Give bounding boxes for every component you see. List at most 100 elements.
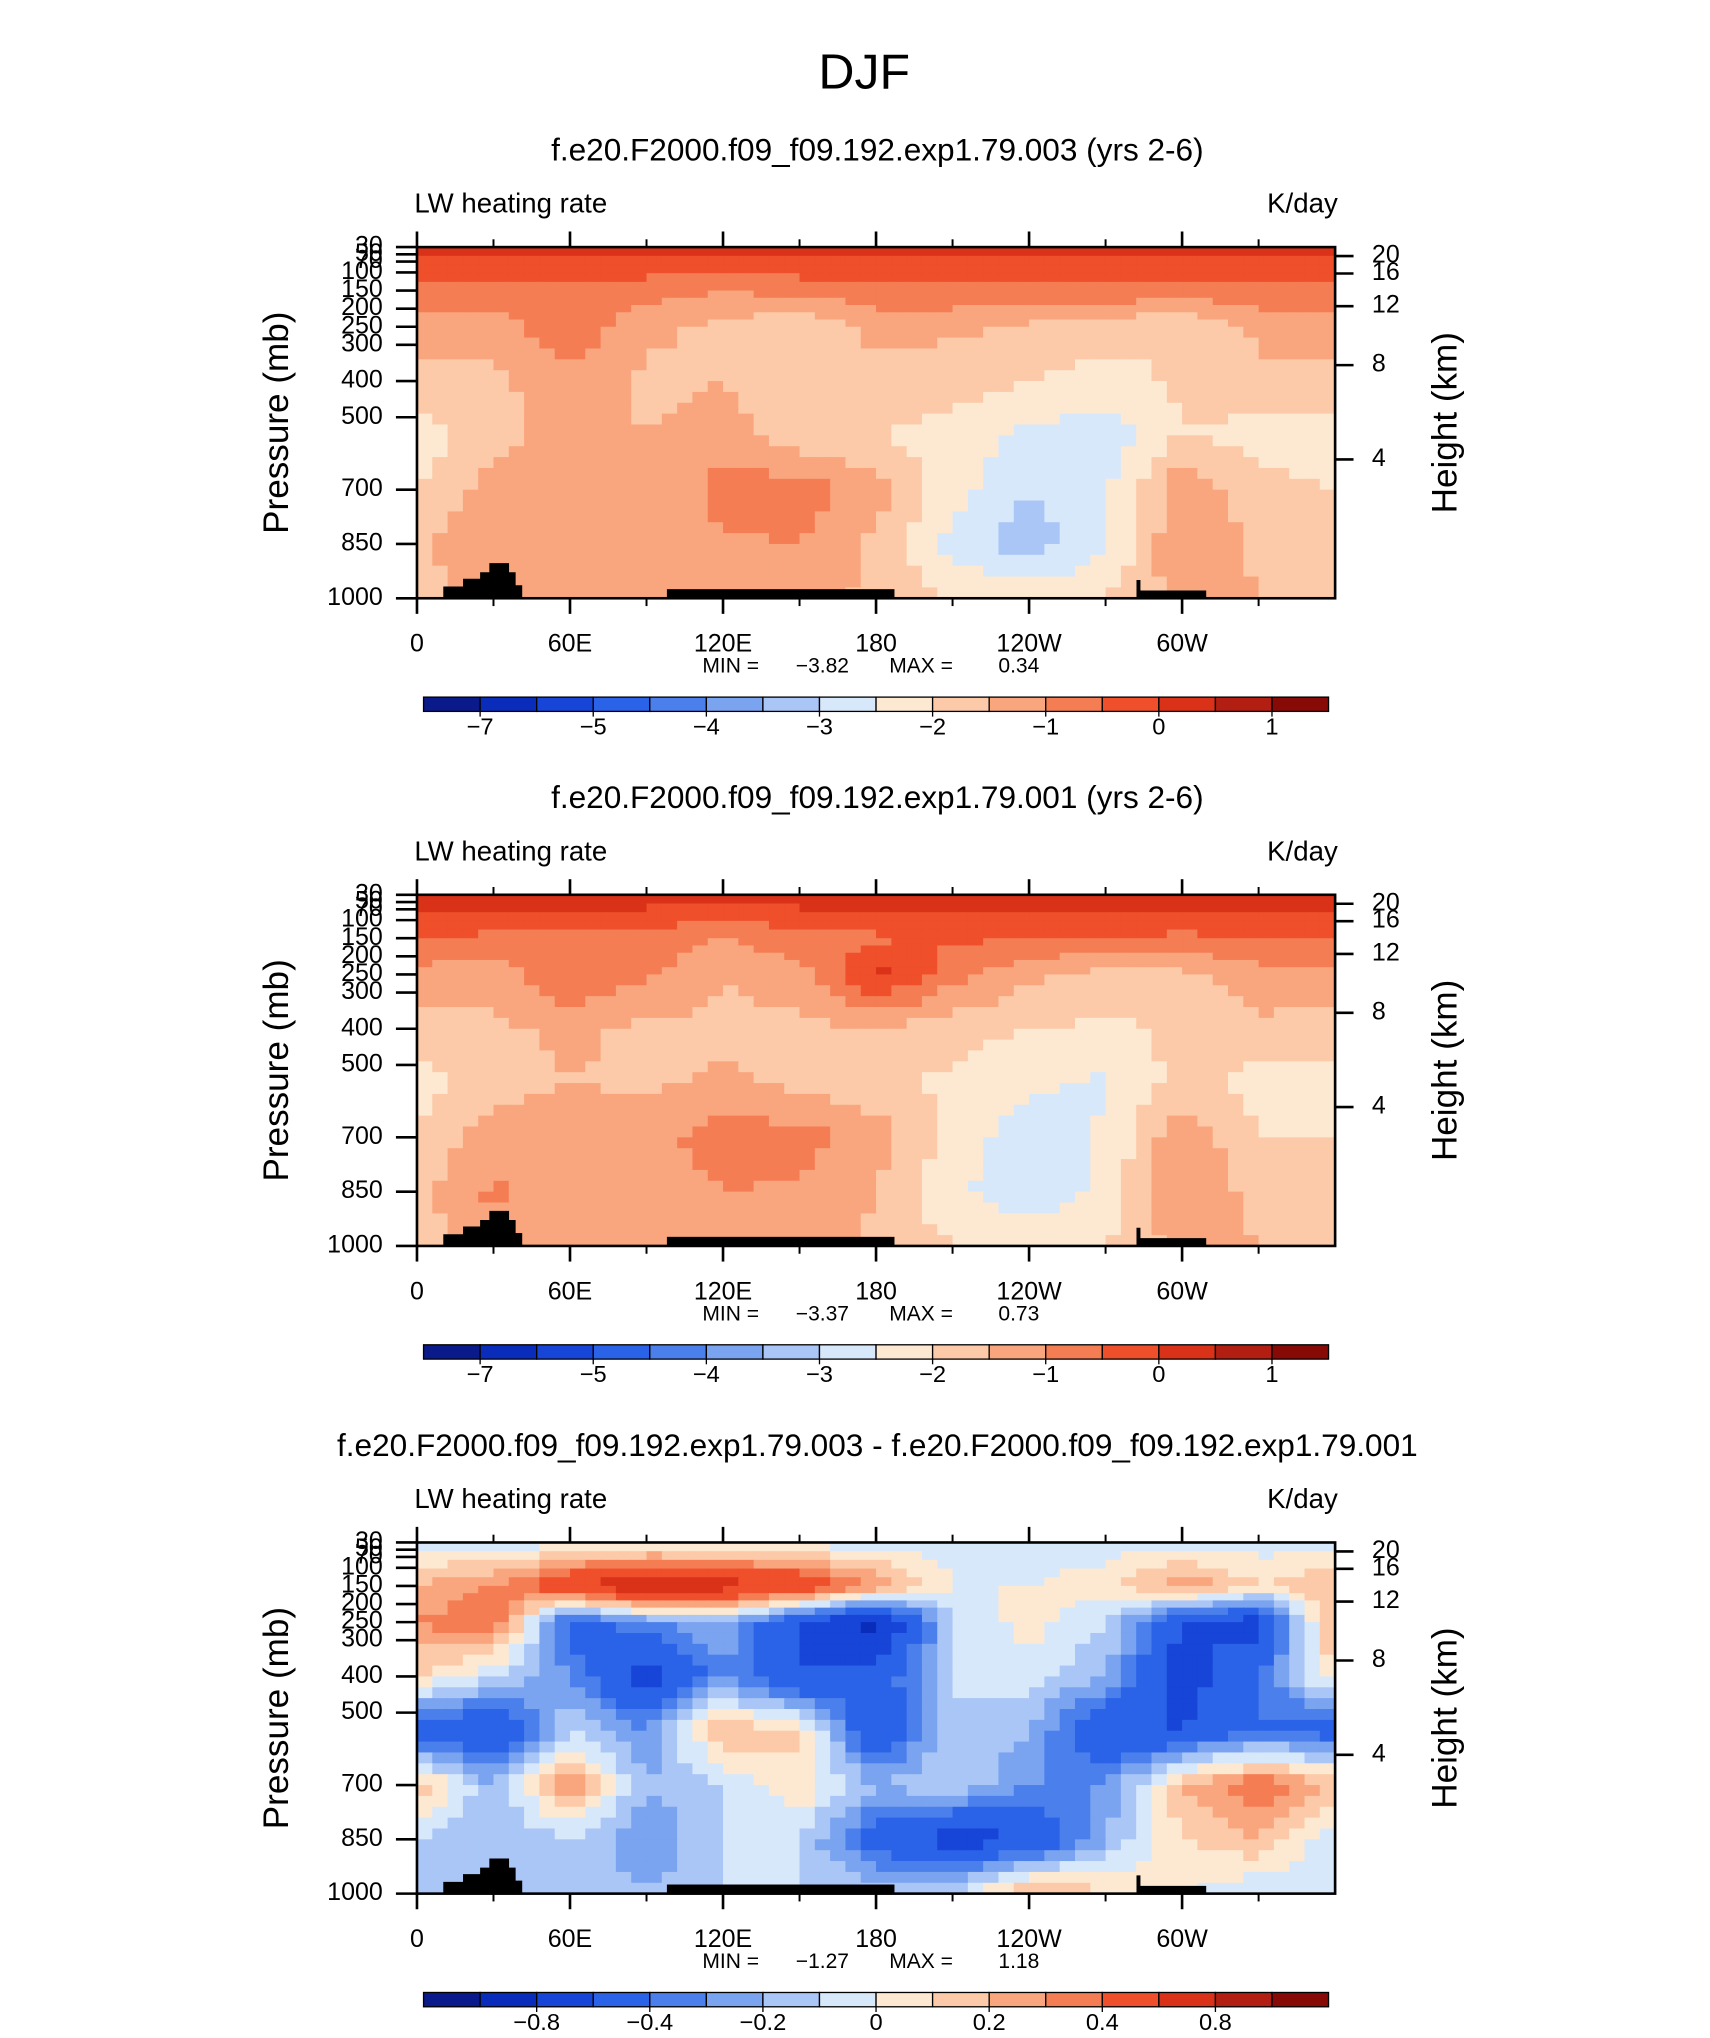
contour-cell <box>952 305 969 314</box>
contour-cell <box>570 1028 587 1041</box>
contour-cell <box>1319 1180 1336 1193</box>
contour-cell <box>799 1585 816 1594</box>
contour-cell <box>1044 435 1061 447</box>
contour-cell <box>983 903 1000 913</box>
contour-cell <box>860 1593 877 1602</box>
contour-cell <box>1212 894 1229 905</box>
contour-cell <box>1212 1093 1229 1106</box>
contour-cell <box>692 348 709 361</box>
contour-cell <box>921 478 939 491</box>
contour-cell <box>738 370 755 382</box>
contour-cell <box>1243 435 1260 447</box>
contour-cell <box>692 457 709 469</box>
contour-cell <box>983 305 1000 314</box>
contour-cell <box>753 312 770 321</box>
contour-cell <box>1243 912 1260 922</box>
contour-cell <box>860 959 877 968</box>
contour-cell <box>723 1202 740 1215</box>
contour-cell <box>585 1235 602 1247</box>
contour-cell <box>570 1126 587 1139</box>
contour-cell <box>1013 959 1030 968</box>
contour-cell <box>1029 1551 1046 1561</box>
contour-cell <box>600 929 617 940</box>
contour-cell <box>784 1039 801 1052</box>
contour-cell <box>983 1213 1000 1226</box>
contour-cell <box>615 1213 632 1226</box>
contour-cell <box>539 370 556 382</box>
contour-cell <box>1166 894 1183 905</box>
contour-cell <box>891 1551 908 1561</box>
contour-cell <box>600 435 617 447</box>
contour-cell <box>600 1072 617 1084</box>
contour-cell <box>1304 290 1321 299</box>
contour-cell <box>921 1600 939 1609</box>
colorbar-label: −5 <box>580 714 607 740</box>
contour-cell <box>784 1191 801 1204</box>
contour-cell <box>768 912 786 922</box>
contour-cell <box>631 457 648 469</box>
contour-cell <box>921 1202 939 1215</box>
contour-cell <box>707 247 724 257</box>
contour-cell <box>692 1551 709 1561</box>
contour-cell <box>768 446 786 458</box>
contour-cell <box>570 424 587 437</box>
contour-cell <box>432 264 449 274</box>
contour-cell <box>585 894 602 905</box>
contour-cell <box>1120 967 1137 976</box>
contour-cell <box>937 290 954 299</box>
contour-cell <box>1059 1017 1076 1030</box>
contour-cell <box>661 1007 678 1019</box>
contour-cell <box>784 511 801 524</box>
contour-cell <box>1013 576 1030 589</box>
contour-cell <box>1044 952 1061 961</box>
contour-cell <box>753 1072 770 1084</box>
y-tick-label: 700 <box>341 475 383 502</box>
contour-cell <box>1319 996 1336 1008</box>
contour-cell <box>631 1585 648 1594</box>
contour-cell <box>1120 381 1137 393</box>
contour-cell <box>1258 247 1275 257</box>
contour-cell <box>952 1180 969 1193</box>
contour-cell <box>814 945 831 954</box>
contour-cell <box>677 1559 694 1570</box>
contour-cell <box>1120 348 1137 361</box>
contour-cell <box>983 1593 1000 1602</box>
contour-cell <box>432 945 449 954</box>
contour-cell <box>768 1224 786 1236</box>
contour-cell <box>1105 319 1122 328</box>
contour-cell <box>983 1551 1000 1561</box>
contour-cell <box>814 1159 831 1171</box>
contour-cell <box>432 402 449 415</box>
contour-cell <box>707 1104 724 1117</box>
contour-cell <box>1182 1180 1199 1193</box>
contour-cell <box>1059 1093 1076 1106</box>
contour-cell <box>677 1017 694 1030</box>
contour-cell <box>554 457 571 469</box>
contour-cell <box>1182 1159 1199 1171</box>
contour-cell <box>1105 424 1122 437</box>
contour-cell <box>416 912 434 922</box>
contour-cell <box>1029 478 1046 491</box>
contour-cell <box>1059 929 1076 940</box>
contour-cell <box>799 413 816 426</box>
contour-cell <box>1105 1551 1122 1561</box>
contour-cell <box>1166 1137 1183 1149</box>
contour-cell <box>447 1104 464 1117</box>
contour-cell <box>478 952 495 961</box>
contour-cell <box>1151 903 1168 913</box>
contour-cell <box>539 554 556 567</box>
contour-cell <box>1273 974 1290 987</box>
contour-cell <box>1166 1551 1183 1561</box>
contour-cell <box>937 1614 954 1623</box>
contour-cell <box>661 1028 678 1041</box>
contour-cell <box>646 297 663 306</box>
contour-cell <box>493 446 510 458</box>
contour-cell <box>1227 1050 1245 1063</box>
contour-cell <box>1197 543 1214 556</box>
contour-cell <box>799 348 816 361</box>
contour-cell <box>539 1600 556 1609</box>
contour-cell <box>585 337 602 350</box>
contour-cell <box>447 281 464 292</box>
contour-cell <box>1166 1017 1183 1030</box>
contour-cell <box>646 554 663 567</box>
